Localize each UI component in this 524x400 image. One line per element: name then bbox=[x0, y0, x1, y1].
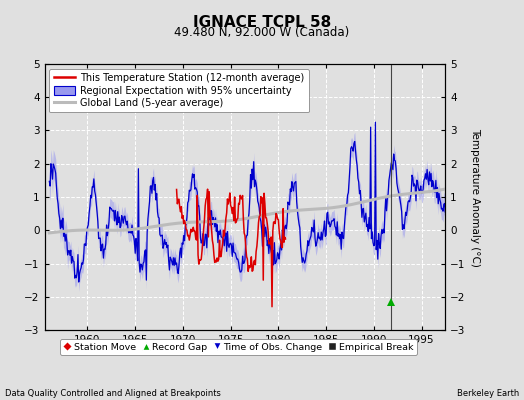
Legend: Station Move, Record Gap, Time of Obs. Change, Empirical Break: Station Move, Record Gap, Time of Obs. C… bbox=[60, 339, 417, 355]
Text: IGNACE TCPL 58: IGNACE TCPL 58 bbox=[193, 15, 331, 30]
Text: Berkeley Earth: Berkeley Earth bbox=[456, 389, 519, 398]
Text: 49.480 N, 92.000 W (Canada): 49.480 N, 92.000 W (Canada) bbox=[174, 26, 350, 38]
Text: Data Quality Controlled and Aligned at Breakpoints: Data Quality Controlled and Aligned at B… bbox=[5, 389, 221, 398]
Legend: This Temperature Station (12-month average), Regional Expectation with 95% uncer: This Temperature Station (12-month avera… bbox=[49, 69, 309, 112]
Y-axis label: Temperature Anomaly (°C): Temperature Anomaly (°C) bbox=[470, 128, 480, 266]
